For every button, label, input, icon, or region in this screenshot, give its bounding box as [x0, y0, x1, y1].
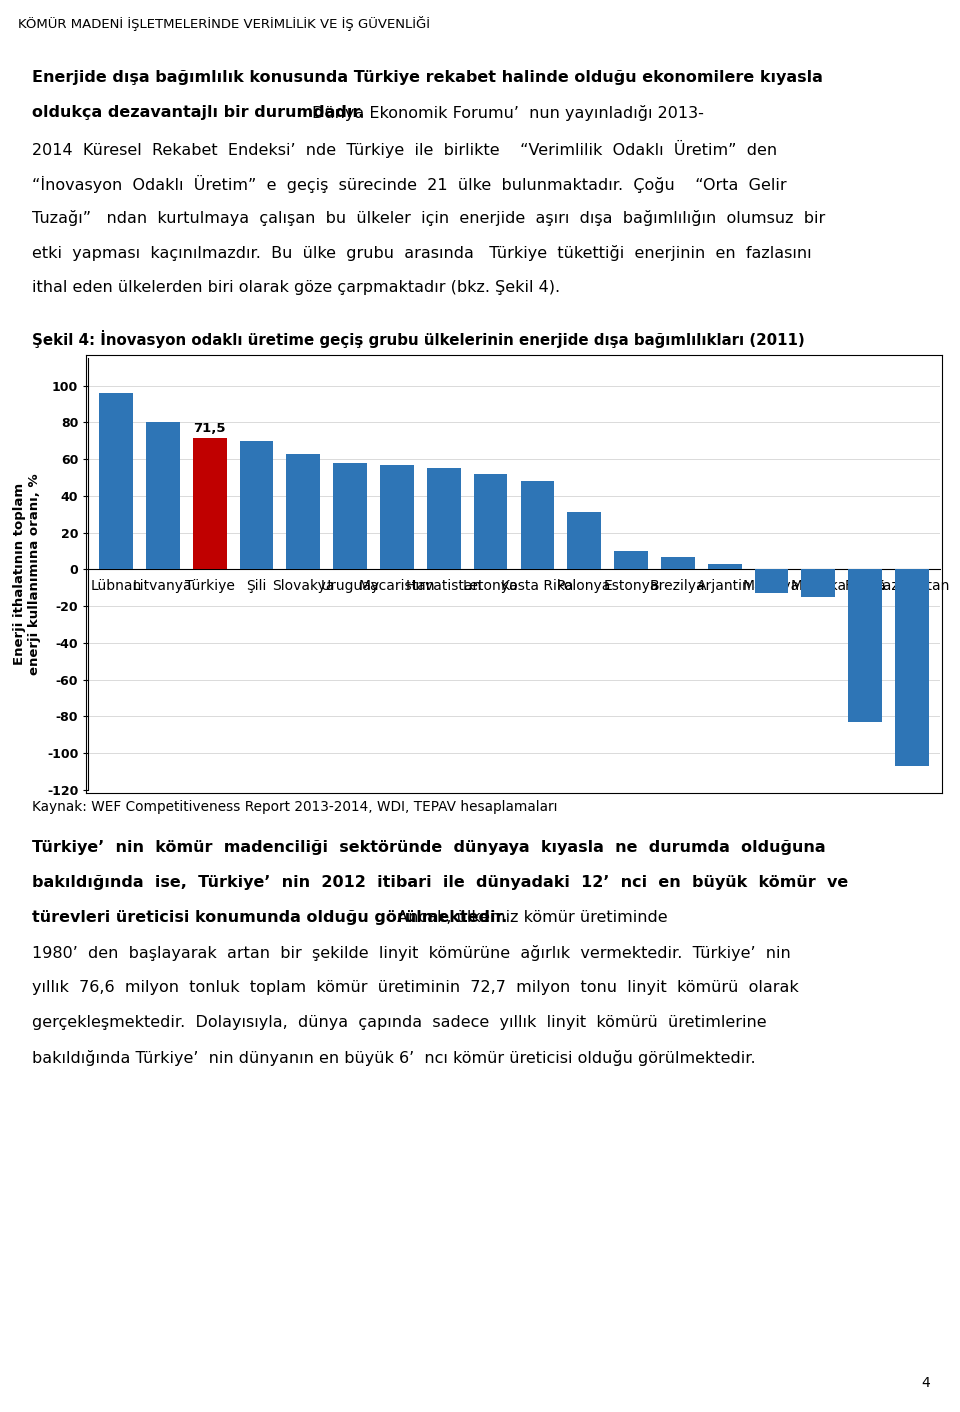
Bar [895, 569, 928, 767]
Text: 4: 4 [922, 1377, 930, 1389]
Text: Enerjide dışa bağımlılık konusunda Türkiye rekabet halinde olduğu ekonomilere kı: Enerjide dışa bağımlılık konusunda Türki… [32, 71, 823, 85]
Text: Kaynak: WEF Competitiveness Report 2013-2014, WDI, TEPAV hesaplamaları: Kaynak: WEF Competitiveness Report 2013-… [32, 801, 557, 813]
Bar [567, 513, 601, 569]
Bar [193, 438, 227, 569]
Bar [520, 481, 554, 569]
Text: Şekil 4: İnovasyon odaklı üretime geçiş grubu ülkelerinin enerjide dışa bağımlıl: Şekil 4: İnovasyon odaklı üretime geçiş … [32, 330, 804, 347]
Text: KÖMÜR MADENİ İŞLETMELERİNDE VERİMLİLİK VE İŞ GÜVENLİĞİ: KÖMÜR MADENİ İŞLETMELERİNDE VERİMLİLİK V… [18, 16, 430, 31]
Text: türevleri üreticisi konumunda olduğu görülmektedir.: türevleri üreticisi konumunda olduğu gör… [32, 909, 507, 925]
Bar [99, 393, 132, 569]
Bar [755, 569, 788, 593]
Bar [802, 569, 835, 597]
Text: Ancak, ülkemiz kömür üretiminde: Ancak, ülkemiz kömür üretiminde [392, 909, 667, 925]
Text: Tuzağı”   ndan  kurtulmaya  çalışan  bu  ülkeler  için  enerjide  aşırı  dışa  b: Tuzağı” ndan kurtulmaya çalışan bu ülkel… [32, 210, 825, 226]
Text: 71,5: 71,5 [194, 422, 226, 435]
Text: bakıldığında Türkiye’  nin dünyanın en büyük 6’  ncı kömür üreticisi olduğu görü: bakıldığında Türkiye’ nin dünyanın en bü… [32, 1051, 756, 1066]
Bar [473, 474, 508, 569]
Text: gerçekleşmektedir.  Dolayısıyla,  dünya  çapında  sadece  yıllık  linyit  kömürü: gerçekleşmektedir. Dolayısıyla, dünya ça… [32, 1015, 766, 1029]
Y-axis label: Enerji ithalatının toplam
enerji kullanımına oranı, %: Enerji ithalatının toplam enerji kullanı… [13, 473, 41, 675]
Text: oldukça dezavantajlı bir durumdadır.: oldukça dezavantajlı bir durumdadır. [32, 104, 364, 120]
Text: “İnovasyon  Odaklı  Üretim”  e  geçiş  sürecinde  21  ülke  bulunmaktadır.  Çoğu: “İnovasyon Odaklı Üretim” e geçiş süreci… [32, 175, 786, 193]
Text: 2014  Küresel  Rekabet  Endeksi’  nde  Türkiye  ile  birlikte    “Verimlilik  Od: 2014 Küresel Rekabet Endeksi’ nde Türkiy… [32, 140, 777, 158]
Bar [427, 469, 461, 569]
Bar [380, 465, 414, 569]
Text: etki  yapması  kaçınılmazdır.  Bu  ülke  grubu  arasında   Türkiye  tükettiği  e: etki yapması kaçınılmazdır. Bu ülke grub… [32, 246, 811, 261]
Text: Türkiye’  nin  kömür  madenciliği  sektöründe  dünyaya  kıyasla  ne  durumda  ol: Türkiye’ nin kömür madenciliği sektöründ… [32, 840, 826, 856]
Bar [333, 463, 367, 569]
Text: Dünya Ekonomik Forumu’  nun yayınladığı 2013-: Dünya Ekonomik Forumu’ nun yayınladığı 2… [312, 104, 704, 121]
Text: yıllık  76,6  milyon  tonluk  toplam  kömür  üretiminin  72,7  milyon  tonu  lin: yıllık 76,6 milyon tonluk toplam kömür ü… [32, 980, 799, 995]
Text: bakıldığında  ise,  Türkiye’  nin  2012  itibari  ile  dünyadaki  12’  nci  en  : bakıldığında ise, Türkiye’ nin 2012 itib… [32, 875, 848, 890]
Bar [146, 422, 180, 569]
Bar [849, 569, 882, 722]
Bar [661, 556, 695, 569]
Bar [286, 453, 321, 569]
Bar [240, 441, 274, 569]
Bar [614, 551, 648, 569]
Text: 1980’  den  başlayarak  artan  bir  şekilde  linyit  kömürüne  ağırlık  vermekte: 1980’ den başlayarak artan bir şekilde l… [32, 945, 790, 962]
Bar [708, 563, 741, 569]
Text: ithal eden ülkelerden biri olarak göze çarpmaktadır (bkz. Şekil 4).: ithal eden ülkelerden biri olarak göze ç… [32, 280, 560, 295]
